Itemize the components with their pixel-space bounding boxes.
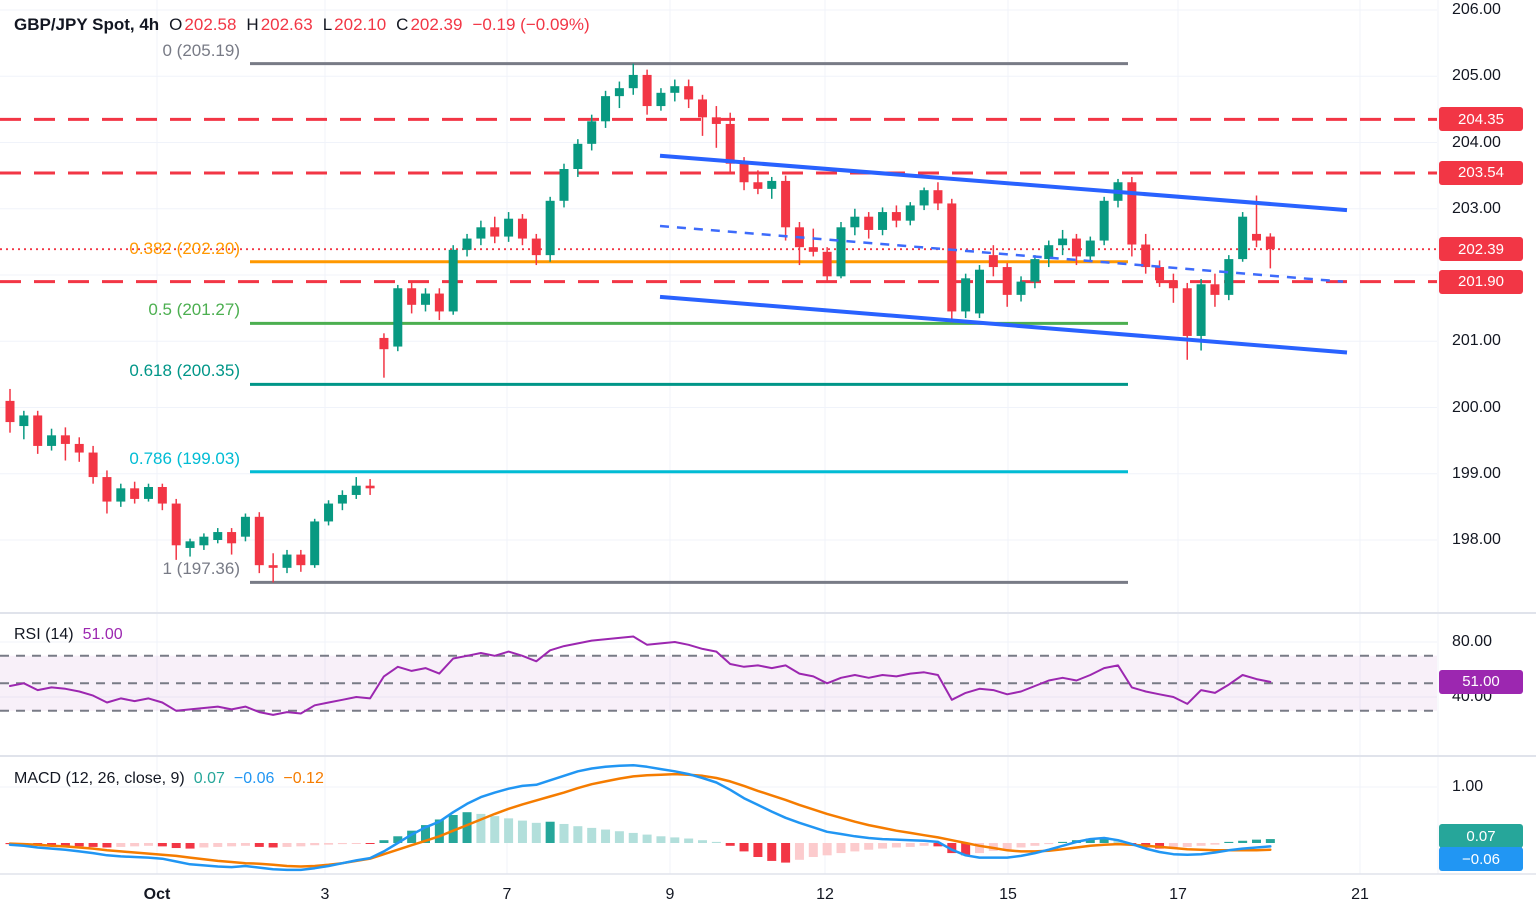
time-tick: 7 bbox=[502, 886, 512, 903]
macd-line-badge: −0.06 bbox=[1439, 847, 1523, 871]
macd-hist-value: 0.07 bbox=[193, 770, 225, 787]
price-tick: 204.00 bbox=[1452, 133, 1501, 151]
ohlc-c: C 202.39 bbox=[396, 15, 463, 34]
symbol-legend[interactable]: GBP/JPY Spot, 4h O 202.58 H 202.63 L 202.10 C 20… bbox=[14, 15, 590, 35]
macd-title: MACD (12, 26, close, 9) bbox=[14, 770, 185, 787]
time-tick: 17 bbox=[1169, 886, 1187, 903]
ohlc-l: L 202.10 bbox=[322, 15, 387, 34]
macd-signal-value: −0.12 bbox=[283, 770, 324, 787]
price-badge: 203.54 bbox=[1439, 160, 1523, 185]
fib-label: 0.618 (200.35) bbox=[129, 361, 240, 381]
symbol-title: GBP/JPY Spot, 4h bbox=[14, 15, 160, 34]
price-tick: 203.00 bbox=[1452, 199, 1501, 217]
macd-legend[interactable]: MACD (12, 26, close, 9) 0.07 −0.06 −0.12 bbox=[14, 770, 324, 788]
ohlc-o: O 202.58 bbox=[169, 15, 237, 34]
price-tick: 206.00 bbox=[1452, 1, 1501, 18]
price-tick: 200.00 bbox=[1452, 398, 1501, 416]
change-value: −0.19 (−0.09%) bbox=[472, 15, 590, 34]
time-tick: 12 bbox=[816, 886, 834, 903]
ohlc-values: O 202.58 H 202.63 L 202.10 C 202.39 bbox=[159, 15, 462, 34]
time-tick: 9 bbox=[665, 886, 675, 903]
price-tick: 205.00 bbox=[1452, 67, 1501, 85]
rsi-badge: 51.00 bbox=[1439, 669, 1523, 694]
fib-label: 0.786 (199.03) bbox=[129, 448, 240, 468]
fib-label: 0 (205.19) bbox=[162, 40, 241, 60]
fib-label: 0.5 (201.27) bbox=[148, 300, 240, 320]
time-tick: 3 bbox=[320, 886, 330, 903]
macd-line-value: −0.06 bbox=[233, 770, 275, 787]
time-tick: 21 bbox=[1351, 886, 1369, 903]
rsi-value: 51.00 bbox=[82, 626, 123, 643]
macd-tick: 1.00 bbox=[1452, 778, 1484, 795]
rsi-title: RSI (14) bbox=[14, 626, 74, 643]
time-tick: Oct bbox=[143, 886, 171, 903]
price-tick: 198.00 bbox=[1452, 531, 1501, 548]
fib-label: 1 (197.36) bbox=[162, 559, 241, 579]
rsi-legend[interactable]: RSI (14) 51.00 bbox=[14, 626, 123, 644]
price-badge: 201.90 bbox=[1439, 269, 1523, 294]
price-badge: 202.39 bbox=[1439, 237, 1523, 262]
price-badge: 204.35 bbox=[1439, 107, 1523, 132]
price-tick: 199.00 bbox=[1452, 464, 1501, 482]
fib-label: 0.382 (202.20) bbox=[129, 238, 240, 258]
rsi-tick: 80.00 bbox=[1452, 633, 1493, 650]
price-tick: 201.00 bbox=[1452, 332, 1501, 350]
time-tick: 15 bbox=[999, 886, 1017, 903]
ohlc-h: H 202.63 bbox=[246, 15, 313, 34]
macd-hist-badge: 0.07 bbox=[1439, 824, 1523, 848]
